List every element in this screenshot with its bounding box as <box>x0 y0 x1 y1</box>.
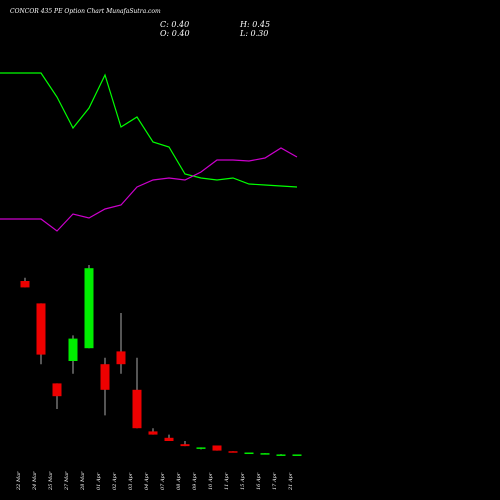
x-tick-label: 10 Apr <box>208 472 214 490</box>
chart-title: CONCOR 435 PE Option Chart MunafaSutra.c… <box>10 8 161 15</box>
x-tick-label: 22 Mar <box>16 471 22 491</box>
candle-body <box>292 454 302 456</box>
candle-body <box>132 389 142 429</box>
x-tick-label: 16 Apr <box>256 472 262 490</box>
candle-11 <box>196 447 206 450</box>
candle-13 <box>228 451 238 453</box>
candle-9 <box>164 434 174 441</box>
indicator-lines <box>0 72 298 232</box>
candle-body <box>84 268 94 349</box>
x-tick-label: 09 Apr <box>192 472 198 490</box>
x-axis-labels: 22 Mar 24 Mar 25 Mar 27 Mar 28 Mar 01 Apr 02 A… <box>16 471 294 491</box>
x-tick-label: 01 Apr <box>96 472 102 490</box>
candle-body <box>276 454 286 456</box>
candle-body <box>20 281 30 288</box>
candle-body <box>228 451 238 453</box>
candle-0 <box>20 277 30 288</box>
candle-8 <box>148 428 158 435</box>
candle-body <box>196 447 206 449</box>
high-value: H: 0.45 <box>240 20 271 29</box>
candle-15 <box>260 453 270 455</box>
candles <box>20 265 302 456</box>
x-tick-label: 28 Mar <box>80 471 86 491</box>
candle-body <box>116 351 126 365</box>
candle-17 <box>292 454 302 456</box>
candle-4 <box>84 265 94 349</box>
candle-body <box>212 445 222 451</box>
x-tick-label: 07 Apr <box>160 472 166 490</box>
x-tick-label: 24 Mar <box>32 471 38 491</box>
x-tick-label: 04 Apr <box>144 472 150 490</box>
x-tick-label: 27 Mar <box>64 471 70 491</box>
x-tick-label: 11 Apr <box>224 472 230 490</box>
candle-body <box>68 338 78 361</box>
low-value: L: 0.30 <box>240 29 269 38</box>
magenta-indicator-line <box>0 147 298 232</box>
x-tick-label: 02 Apr <box>112 472 118 490</box>
candle-1 <box>36 303 46 365</box>
candle-6 <box>116 313 126 374</box>
candle-14 <box>244 452 254 455</box>
x-tick-label: 17 Apr <box>272 472 278 490</box>
candle-body <box>52 383 62 397</box>
candle-7 <box>132 357 142 429</box>
x-tick-label: 03 Apr <box>128 472 134 490</box>
candle-10 <box>180 441 190 447</box>
candle-3 <box>68 335 78 374</box>
candle-body <box>260 453 270 455</box>
candle-body <box>244 452 254 455</box>
candle-body <box>100 364 110 390</box>
candle-16 <box>276 454 286 456</box>
candle-body <box>36 303 46 355</box>
candle-2 <box>52 383 62 409</box>
open-value: O: 0.40 <box>160 29 190 38</box>
x-tick-label: 21 Apr <box>288 472 294 491</box>
candle-12 <box>212 445 222 451</box>
x-tick-label: 25 Mar <box>48 471 54 491</box>
close-value: C: 0.40 <box>160 20 190 29</box>
candle-5 <box>100 357 110 416</box>
candle-body <box>164 437 174 441</box>
green-indicator-line <box>0 72 298 188</box>
x-tick-label: 15 Apr <box>240 472 246 490</box>
candle-body <box>180 444 190 447</box>
x-tick-label: 08 Apr <box>176 472 182 490</box>
candle-body <box>148 431 158 435</box>
